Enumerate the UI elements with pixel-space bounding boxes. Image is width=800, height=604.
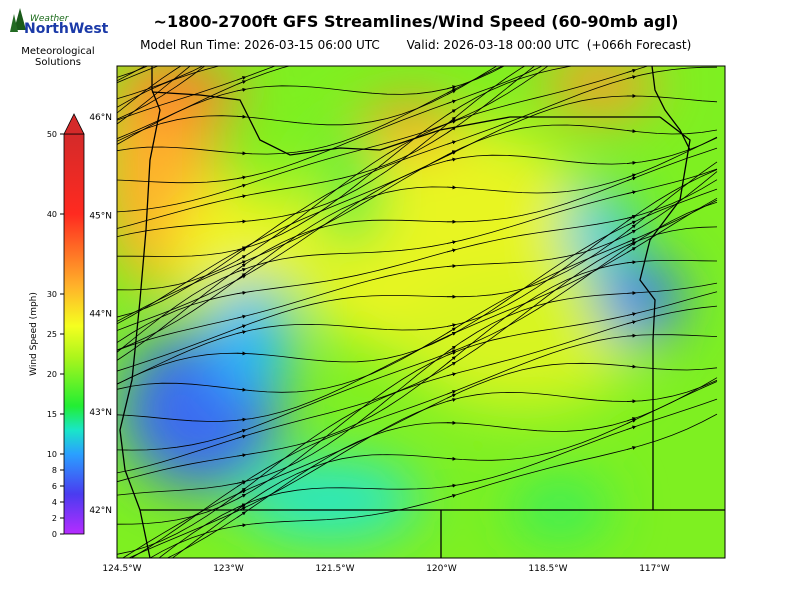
logo-brand: NorthWest: [24, 21, 109, 37]
lat-label: 43°N: [89, 408, 112, 418]
logo: Weather NorthWest Meteorological Solutio…: [10, 8, 109, 68]
colorbar-tick-label: 15: [47, 410, 57, 419]
colorbar-tick-label: 8: [52, 466, 57, 475]
lat-label: 44°N: [89, 310, 112, 320]
lon-label: 123°W: [213, 564, 244, 574]
colorbar-tick-label: 20: [47, 370, 57, 379]
colorbar-ramp: [64, 134, 84, 534]
lon-label: 118.5°W: [528, 564, 567, 574]
stream-arrow: [627, 5, 635, 8]
stream-arrow: [627, 2, 635, 7]
colorbar-label: Wind Speed (mph): [29, 292, 39, 376]
stream-arrow: [627, 56, 635, 57]
lat-label: 45°N: [89, 211, 112, 221]
lat-label: 42°N: [89, 506, 112, 516]
lon-label: 124.5°W: [102, 564, 141, 574]
colorbar-tick-label: 25: [47, 330, 57, 339]
logo-line: Meteorological: [21, 46, 94, 57]
lat-label: 46°N: [89, 113, 112, 123]
colorbar-tick-label: 4: [52, 498, 57, 507]
colorbar-tick-label: 30: [47, 290, 57, 299]
valid-time: Valid: 2026-03-18 00:00 UTC (+066h Forec…: [407, 38, 692, 52]
stream-arrow: [447, 6, 455, 7]
stream-arrow: [237, 32, 245, 35]
colorbar-tick-label: 2: [52, 514, 57, 523]
colorbar-tick-label: 50: [47, 130, 57, 139]
model-run: Model Run Time: 2026-03-15 06:00 UTC: [140, 38, 380, 52]
colorbar-tick-label: 0: [52, 530, 57, 539]
colorbar-extend: [64, 114, 84, 134]
wind-field: [100, 0, 725, 595]
colorbar-tick-label: 10: [47, 450, 57, 459]
stream-arrow: [447, 458, 455, 459]
colorbar-tick-label: 6: [52, 482, 57, 491]
lon-label: 121.5°W: [315, 564, 354, 574]
stream-arrow: [627, 336, 635, 337]
title: ~1800-2700ft GFS Streamlines/Wind Speed …: [154, 12, 679, 31]
lon-label: 117°W: [639, 564, 670, 574]
logo-line: Solutions: [35, 57, 81, 68]
stream-arrow: [237, 60, 245, 62]
lon-label: 120°W: [426, 564, 457, 574]
colorbar-tick-label: 40: [47, 210, 57, 219]
